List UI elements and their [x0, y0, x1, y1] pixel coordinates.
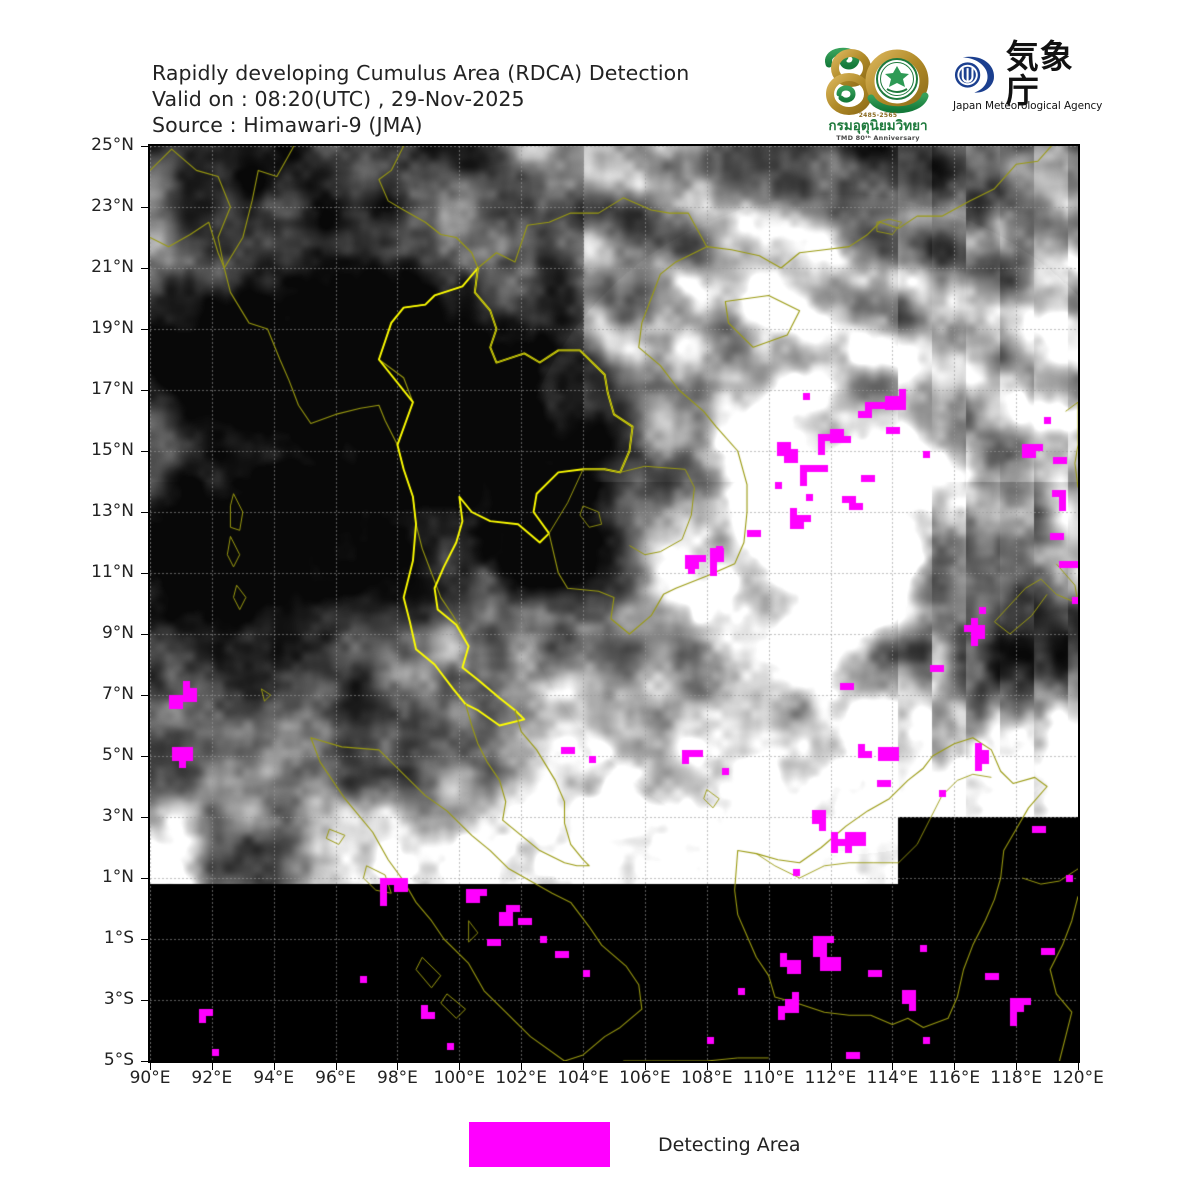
y-axis-tick-label: 5°N	[101, 745, 134, 765]
x-axis-tick-mark	[954, 1063, 956, 1070]
x-axis-tick-label: 90°E	[129, 1068, 171, 1088]
y-axis-tick-mark	[141, 817, 148, 818]
valid-time-line: Valid on : 08:20(UTC) , 29-Nov-2025	[152, 87, 525, 111]
x-axis-tick-label: 100°E	[433, 1068, 486, 1088]
x-axis-tick-label: 102°E	[495, 1068, 548, 1088]
x-axis-tick-label: 96°E	[315, 1068, 357, 1088]
y-axis-tick-label: 25°N	[91, 135, 134, 155]
tmd-80th-anniversary-logo: 2485-2565 กรมอุตุนิยมวิทยา TMD 80ᵗʰ Anni…	[819, 46, 937, 144]
source-line: Source : Himawari-9 (JMA)	[152, 113, 423, 137]
y-axis-tick-mark	[141, 939, 148, 940]
tmd-logo-mark	[825, 47, 929, 115]
x-axis-tick-mark	[644, 1063, 646, 1070]
x-axis-tick-mark	[706, 1063, 708, 1070]
y-axis-tick-mark	[141, 329, 148, 330]
x-axis-tick-label: 114°E	[866, 1068, 919, 1088]
satellite-map-plot[interactable]	[148, 144, 1080, 1063]
x-axis-tick-mark	[768, 1063, 770, 1070]
y-axis-tick-label: 15°N	[91, 440, 134, 460]
y-axis-tick-label: 17°N	[91, 379, 134, 399]
legend-label-detecting-area: Detecting Area	[658, 1133, 801, 1156]
y-axis-tick-label: 13°N	[91, 501, 134, 521]
y-axis-tick-label: 23°N	[91, 196, 134, 216]
satellite-imagery-canvas[interactable]	[150, 146, 1078, 1061]
x-axis-tick-label: 94°E	[253, 1068, 295, 1088]
y-axis-tick-label: 1°N	[101, 867, 134, 887]
x-axis-tick-label: 116°E	[928, 1068, 981, 1088]
x-axis-tick-mark	[459, 1063, 461, 1070]
y-axis-tick-label: 7°N	[101, 684, 134, 704]
y-axis-tick-label: 1°S	[103, 928, 134, 948]
y-axis-tick-label: 9°N	[101, 623, 134, 643]
y-axis-tick-label: 21°N	[91, 257, 134, 277]
y-axis-tick-mark	[141, 1061, 148, 1062]
legend: Detecting Area	[469, 1122, 801, 1167]
x-axis-tick-label: 118°E	[990, 1068, 1042, 1088]
jma-logo-kanji: 気象庁	[1005, 37, 1074, 110]
y-axis-tick-mark	[141, 268, 148, 269]
legend-swatch-detecting-area	[469, 1122, 610, 1167]
x-axis-tick-mark	[583, 1063, 585, 1070]
x-axis-tick-label: 110°E	[742, 1068, 795, 1088]
x-axis-tick-mark	[830, 1063, 832, 1070]
x-axis-tick-mark	[892, 1063, 894, 1070]
x-axis-tick-label: 108°E	[680, 1068, 733, 1088]
y-axis-tick-label: 11°N	[91, 562, 134, 582]
y-axis-tick-mark	[141, 207, 148, 208]
y-axis-tick-mark	[141, 634, 148, 635]
y-axis-tick-label: 19°N	[91, 318, 134, 338]
jma-logo-caption: Japan Meteorological Agency	[953, 100, 1103, 112]
jma-circular-mark-icon	[954, 56, 995, 93]
x-axis-tick-label: 106°E	[619, 1068, 671, 1088]
tmd-logo-years: 2485-2565	[858, 112, 898, 119]
x-axis-tick-mark	[335, 1063, 337, 1070]
y-axis-tick-label: 3°N	[101, 806, 134, 826]
y-axis-tick-mark	[141, 878, 148, 879]
jma-logo-top-row: 気象庁	[953, 40, 1105, 108]
tmd-logo-thai-name: กรมอุตุนิยมวิทยา	[828, 118, 928, 134]
x-axis-tick-label: 92°E	[191, 1068, 233, 1088]
x-axis-tick-mark	[1078, 1063, 1079, 1070]
y-axis-tick-mark	[141, 756, 148, 757]
y-axis-tick-mark	[141, 573, 148, 574]
tmd-logo-subtitle: TMD 80ᵗʰ Anniversary	[836, 134, 920, 142]
x-axis-tick-mark	[397, 1063, 399, 1070]
x-axis-tick-mark	[211, 1063, 213, 1070]
y-axis-tick-mark	[141, 390, 148, 391]
y-axis-tick-mark	[141, 1000, 148, 1001]
y-axis-tick-mark	[141, 695, 148, 696]
x-axis-tick-mark	[521, 1063, 523, 1070]
x-axis-tick-mark	[150, 1063, 151, 1070]
x-axis-tick-label: 104°E	[557, 1068, 609, 1088]
header-title-block: Rapidly developing Cumulus Area (RDCA) D…	[152, 60, 792, 138]
x-axis-tick-label: 112°E	[804, 1068, 857, 1088]
x-axis-tick-mark	[273, 1063, 275, 1070]
y-axis-tick-mark	[141, 146, 148, 147]
page-title: Rapidly developing Cumulus Area (RDCA) D…	[152, 61, 690, 85]
y-axis-tick-label: 3°S	[103, 989, 134, 1009]
y-axis-tick-label: 5°S	[103, 1050, 134, 1070]
y-axis-tick-mark	[141, 451, 148, 452]
x-axis-tick-mark	[1016, 1063, 1018, 1070]
y-axis-tick-mark	[141, 512, 148, 513]
logo-row: 2485-2565 กรมอุตุนิยมวิทยา TMD 80ᵗʰ Anni…	[819, 40, 1105, 146]
x-axis-tick-label: 120°E	[1052, 1068, 1104, 1088]
japan-meteorological-agency-logo: 気象庁 Japan Meteorological Agency	[953, 40, 1105, 122]
x-axis-tick-label: 98°E	[377, 1068, 418, 1088]
